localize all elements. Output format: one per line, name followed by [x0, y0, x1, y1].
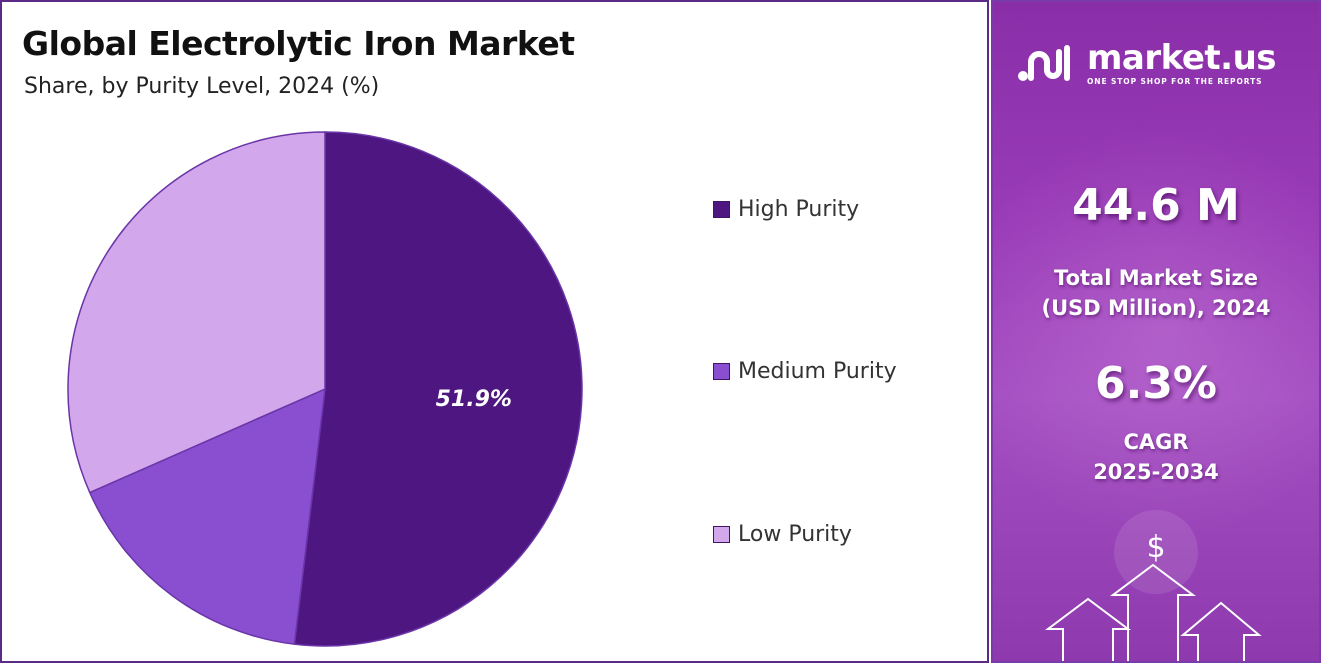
chart-title: Global Electrolytic Iron Market [22, 24, 575, 63]
cagr-value: 6.3% [993, 358, 1319, 409]
brand-name: market.us [1087, 37, 1277, 78]
pie-chart: 51.9% [67, 131, 583, 647]
cagr-label-line2: 2025-2034 [1093, 460, 1219, 484]
cagr-label: CAGR 2025-2034 [993, 427, 1319, 487]
pie-slice-low-purity [67, 131, 326, 494]
legend-swatch-medium-purity [713, 363, 730, 380]
side-panel: market.us ONE STOP SHOP FOR THE REPORTS … [991, 0, 1321, 663]
cagr-number: 6.3% [1094, 358, 1218, 409]
pie-label-high-purity: 51.9% [436, 387, 512, 412]
market-size-number: 44.6 M [1072, 180, 1240, 231]
brand-tagline: ONE STOP SHOP FOR THE REPORTS [1087, 76, 1263, 86]
coin-circle-icon [1114, 510, 1198, 594]
legend-label-medium-purity: Medium Purity [738, 359, 897, 384]
arrow-up-left-icon [1045, 597, 1131, 661]
market-us-logo-icon [1018, 45, 1070, 81]
pie-slice-high-purity [293, 131, 583, 647]
arrow-up-right-icon [1180, 601, 1262, 661]
dollar-icon: $ [1146, 530, 1165, 565]
legend-swatch-low-purity [713, 526, 730, 543]
legend-item-high-purity: High Purity [713, 197, 859, 222]
chart-panel: Global Electrolytic Iron Market Share, b… [0, 0, 989, 663]
legend-swatch-high-purity [713, 201, 730, 218]
arrow-up-center-icon [1110, 563, 1196, 661]
legend-label-low-purity: Low Purity [738, 522, 852, 547]
cagr-label-line1: CAGR [1123, 430, 1189, 454]
growth-arrows-decoration: $ [1045, 510, 1262, 661]
background-glow [993, 122, 1319, 542]
legend-item-medium-purity: Medium Purity [713, 359, 897, 384]
brand-logo: market.us ONE STOP SHOP FOR THE REPORTS [1015, 37, 1277, 86]
pie-slice-medium-purity [88, 387, 326, 646]
market-size-label-line2: (USD Million), 2024 [1041, 296, 1271, 320]
chart-subtitle: Share, by Purity Level, 2024 (%) [24, 74, 380, 99]
legend-item-low-purity: Low Purity [713, 522, 852, 547]
market-size-label-line1: Total Market Size [1054, 266, 1258, 290]
legend-label-high-purity: High Purity [738, 197, 860, 222]
market-size-label: Total Market Size (USD Million), 2024 [993, 263, 1319, 323]
market-size-value: 44.6 M [993, 180, 1319, 231]
